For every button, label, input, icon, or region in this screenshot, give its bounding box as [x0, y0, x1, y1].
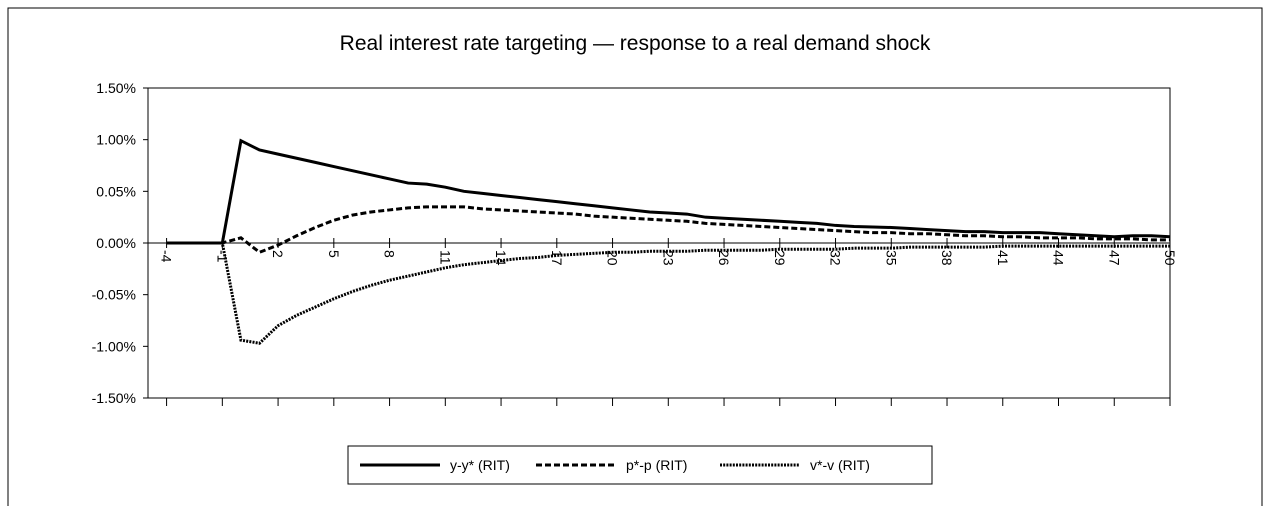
- chart-border: [7, 7, 1263, 506]
- legend-label: y-y* (RIT): [450, 457, 510, 473]
- x-tick-label: 47: [1106, 250, 1122, 266]
- x-tick-label: 14: [493, 250, 509, 266]
- x-tick-label: 2: [270, 250, 286, 258]
- x-tick-label: 26: [716, 250, 732, 266]
- series-line: [166, 241, 1170, 345]
- x-tick-label: 38: [939, 250, 955, 266]
- y-tick-label: 0.00%: [96, 235, 136, 251]
- legend: [347, 445, 933, 485]
- legend-label: v*-v (RIT): [810, 457, 870, 473]
- y-tick-label: -1.50%: [92, 390, 136, 406]
- y-tick-label: 0.05%: [96, 183, 136, 199]
- y-tick-label: 1.50%: [96, 80, 136, 96]
- legend-label: p*-p (RIT): [626, 457, 687, 473]
- x-tick-label: 11: [437, 250, 453, 265]
- y-tick-label: 1.00%: [96, 132, 136, 148]
- chart-title: Real interest rate targeting — response …: [340, 32, 931, 55]
- y-tick-label: -0.05%: [92, 287, 136, 303]
- x-tick-label: 23: [660, 250, 676, 266]
- x-tick-label: 32: [828, 250, 844, 266]
- x-tick-label: -1: [214, 250, 230, 263]
- series-line: [166, 138, 1171, 245]
- x-tick-label: -4: [159, 250, 175, 263]
- series-line: [166, 205, 1170, 255]
- x-tick-label: 41: [995, 250, 1011, 266]
- x-tick-label: 5: [326, 250, 342, 258]
- y-tick-label: -1.00%: [92, 338, 136, 354]
- x-tick-label: 8: [382, 250, 398, 258]
- x-tick-label: 17: [549, 250, 565, 266]
- x-tick-label: 29: [772, 250, 788, 266]
- x-tick-label: 44: [1051, 250, 1067, 266]
- x-tick-label: 50: [1162, 250, 1178, 266]
- x-tick-label: 35: [883, 250, 899, 266]
